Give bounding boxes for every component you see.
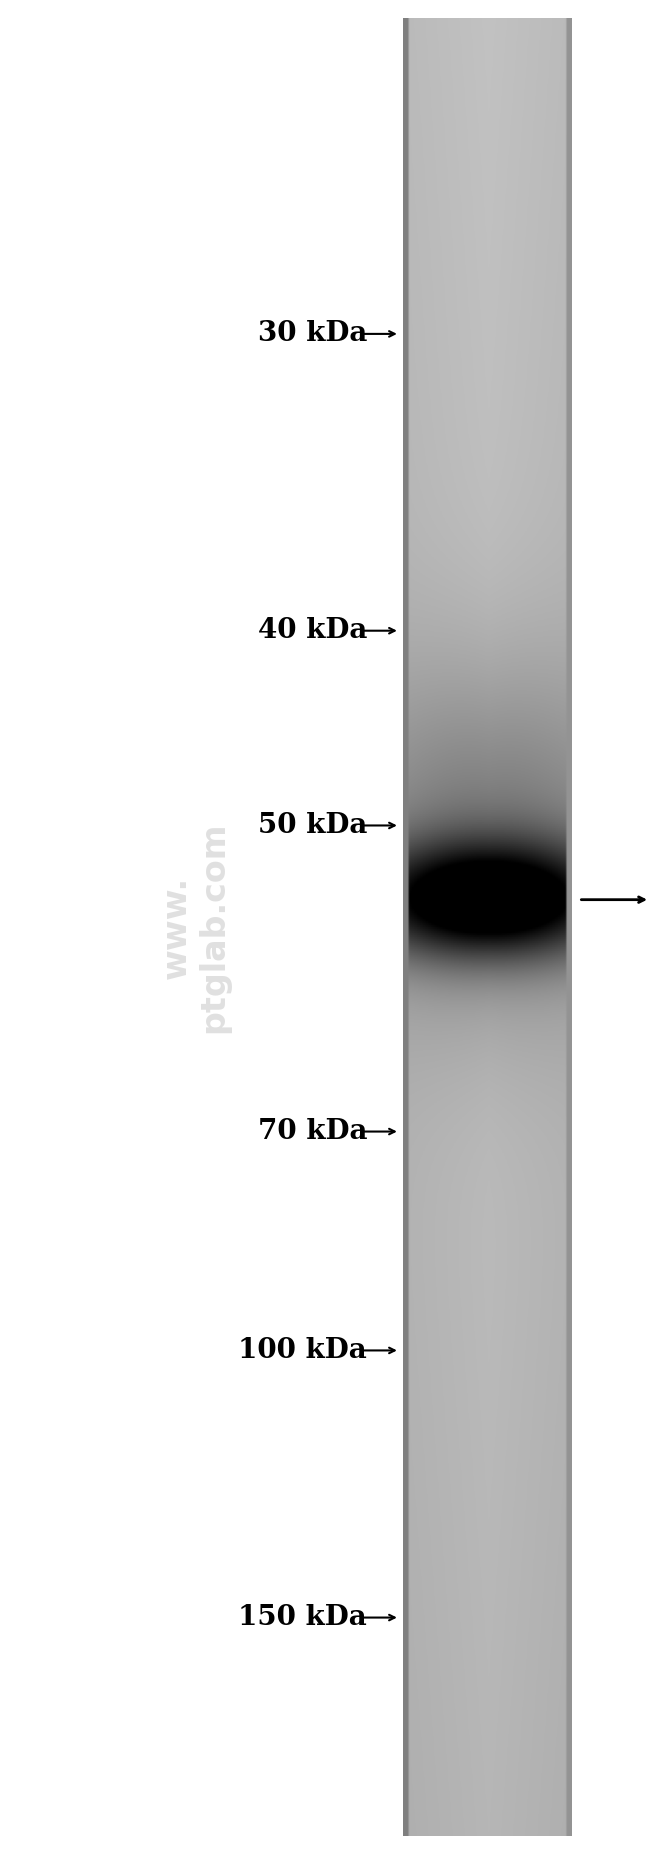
- Text: 40 kDa: 40 kDa: [258, 618, 367, 644]
- Text: 50 kDa: 50 kDa: [258, 812, 367, 838]
- Text: 100 kDa: 100 kDa: [239, 1337, 367, 1363]
- Text: 70 kDa: 70 kDa: [258, 1119, 367, 1145]
- Text: 30 kDa: 30 kDa: [258, 321, 367, 347]
- Text: 150 kDa: 150 kDa: [239, 1605, 367, 1631]
- Text: www.
ptglab.com: www. ptglab.com: [159, 822, 231, 1033]
